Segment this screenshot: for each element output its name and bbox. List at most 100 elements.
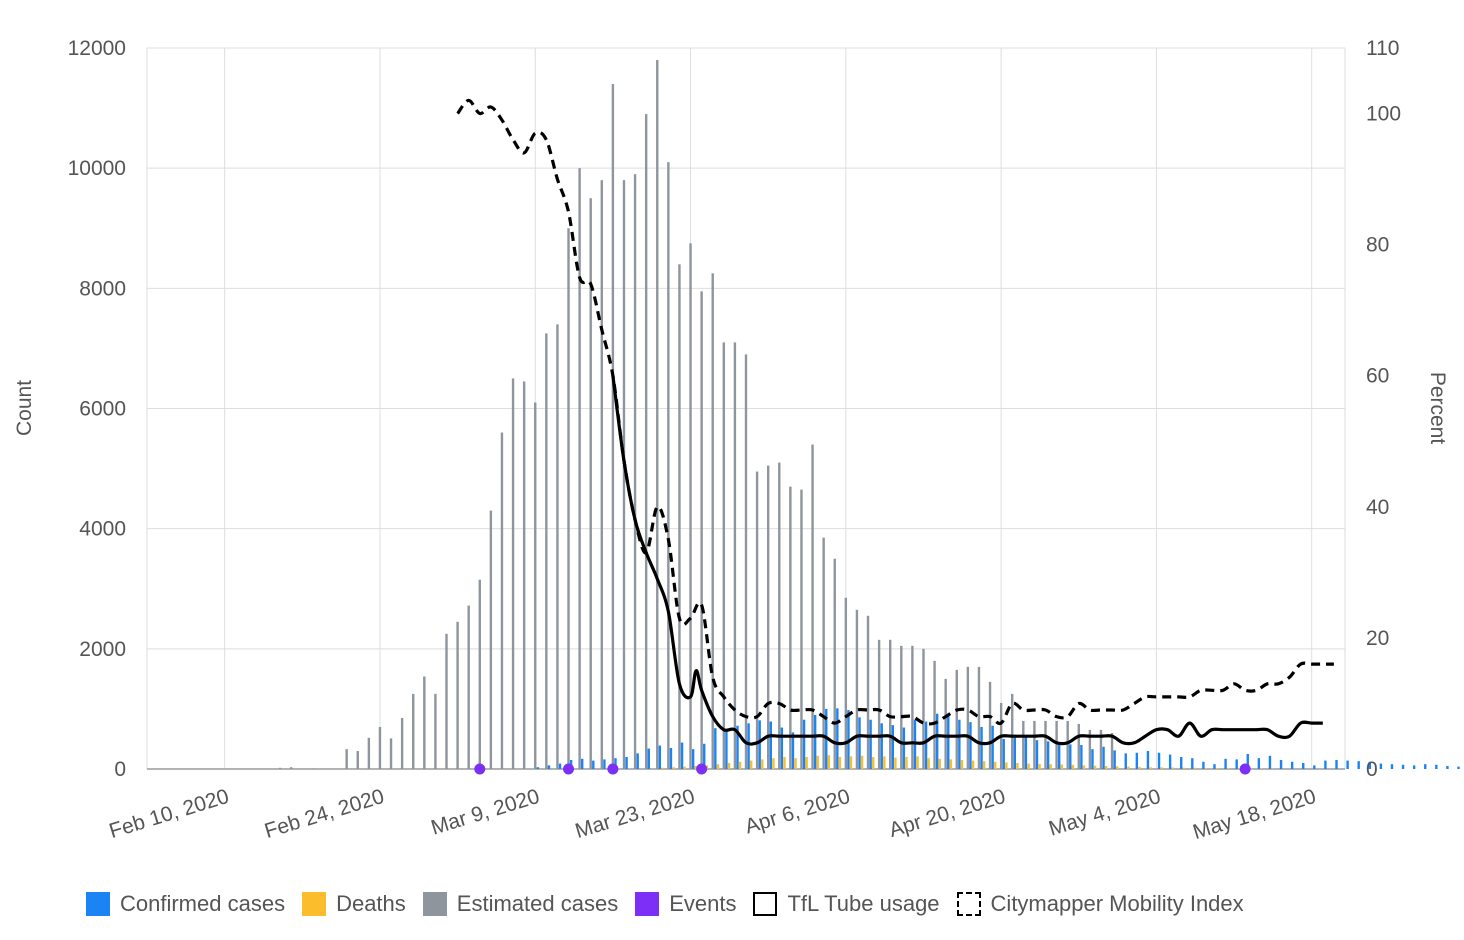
estimated-cases-bar <box>811 444 814 769</box>
estimated-cases-bars <box>278 60 1114 770</box>
deaths-bar <box>927 758 930 769</box>
deaths-bar <box>1160 767 1163 769</box>
deaths-bar <box>838 756 842 769</box>
tfl-swatch-icon <box>753 892 778 916</box>
estimated-cases-bar <box>1011 693 1014 769</box>
y-right-tick-label: 40 <box>1366 496 1389 519</box>
deaths-bar <box>872 756 875 769</box>
deaths-bar <box>750 760 753 769</box>
confirmed-cases-bar <box>1002 738 1005 769</box>
estimated-cases-bar <box>711 273 714 769</box>
deaths-bar <box>894 757 897 769</box>
legend-item-deaths[interactable]: Deaths <box>302 891 406 917</box>
x-tick-label: Feb 24, 2020 <box>262 785 387 843</box>
deaths-bar <box>1138 766 1141 769</box>
estimated-cases-bar <box>644 114 648 769</box>
confirmed-cases-bar <box>1124 753 1127 769</box>
y-right-tick-label: 110 <box>1366 37 1399 60</box>
confirmed-cases-bar <box>736 725 739 769</box>
estimated-cases-bar <box>667 162 670 770</box>
deaths-bar <box>1193 767 1197 769</box>
deaths-bar <box>982 761 986 769</box>
y-left-tick-label: 10000 <box>68 157 126 180</box>
estimated-cases-bar <box>423 676 426 769</box>
confirmed-cases-bar <box>980 726 983 769</box>
deaths-bar <box>1049 764 1052 769</box>
estimated-cases-bar <box>522 381 526 769</box>
confirmed-cases-bar <box>558 763 562 769</box>
estimated-cases-bar <box>500 432 504 769</box>
deaths-bar <box>1082 765 1086 769</box>
confirmed-cases-bar <box>1069 744 1072 769</box>
legend-label: Estimated cases <box>456 891 619 916</box>
legend-label: Deaths <box>336 891 406 916</box>
confirmed-cases-bar <box>1401 764 1405 769</box>
x-tick-label: May 4, 2020 <box>1046 785 1163 841</box>
confirmed-cases-bars <box>536 708 1460 769</box>
deaths-bar <box>805 756 808 769</box>
confirmed-cases-bar <box>658 745 662 769</box>
estimated-cases-bar <box>290 767 293 769</box>
x-tick-label: Apr 6, 2020 <box>742 785 853 839</box>
estimated-cases-bar <box>467 605 470 769</box>
confirmed-cases-bar <box>869 719 872 769</box>
legend-item-citymapper[interactable]: Citymapper Mobility Index <box>956 891 1244 917</box>
deaths-bar <box>816 755 819 769</box>
confirmed-cases-bar <box>1412 765 1416 769</box>
confirmed-cases-bar <box>592 760 595 769</box>
estimated-cases-bar <box>800 489 803 769</box>
deaths-bar <box>938 758 941 769</box>
x-tick-label: Mar 23, 2020 <box>572 785 697 843</box>
estimated-swatch-icon <box>422 892 447 916</box>
estimated-cases-bar <box>1088 729 1092 769</box>
confirmed-cases-bar <box>1035 740 1039 769</box>
estimated-cases-bar <box>1099 729 1103 769</box>
deaths-bar <box>1116 766 1119 769</box>
estimated-cases-bar <box>933 660 936 769</box>
deaths-bar <box>661 767 664 769</box>
event-point <box>696 763 708 775</box>
confirmed-cases-bar <box>1046 741 1050 769</box>
y-left-tick-label: 2000 <box>79 638 126 661</box>
estimated-cases-bar <box>1033 720 1036 769</box>
legend-item-estimated[interactable]: Estimated cases <box>422 891 619 917</box>
confirmed-cases-bar <box>703 743 706 769</box>
confirmed-cases-bar <box>1446 765 1449 769</box>
estimated-cases-bar <box>534 402 537 769</box>
confirmed-cases-bar <box>603 759 606 769</box>
deaths-bar <box>794 758 797 769</box>
deaths-bar <box>1104 765 1108 769</box>
estimated-cases-bar <box>766 465 770 769</box>
confirmed-cases-bar <box>1235 759 1238 769</box>
y-right-tick-label: 80 <box>1366 234 1389 257</box>
estimated-cases-bar <box>1077 723 1080 769</box>
deaths-bar <box>960 759 964 769</box>
deaths-bar <box>994 761 997 769</box>
y-left-tick-label: 4000 <box>79 518 126 541</box>
confirmed-cases-bar <box>1057 743 1061 769</box>
deaths-bar <box>694 765 697 769</box>
legend-item-events[interactable]: Events <box>635 891 736 917</box>
deaths-swatch-icon <box>302 892 327 916</box>
confirmed-cases-bar <box>1335 759 1338 769</box>
confirmed-cases-bar <box>769 721 772 769</box>
deaths-bar <box>883 756 886 769</box>
deaths-bar <box>971 760 975 769</box>
estimated-cases-bar <box>578 168 581 769</box>
event-point <box>474 763 486 775</box>
estimated-cases-bar <box>833 558 836 769</box>
deaths-bar <box>1005 762 1008 769</box>
deaths-bar <box>672 767 675 769</box>
confirmed-swatch-icon <box>86 892 110 916</box>
deaths-bars <box>661 755 1274 769</box>
estimated-cases-bar <box>1066 720 1069 769</box>
legend-label: Confirmed cases <box>120 891 286 916</box>
estimated-cases-bar <box>700 291 703 769</box>
legend-item-confirmed[interactable]: Confirmed cases <box>86 891 285 917</box>
y-right-tick-label: 0 <box>1366 758 1378 781</box>
legend-item-tfl[interactable]: TfL Tube usage <box>753 891 940 917</box>
estimated-cases-bar <box>755 471 759 769</box>
y-axis-right-title: Percent <box>1426 372 1449 445</box>
confirmed-cases-bar <box>1102 746 1105 769</box>
